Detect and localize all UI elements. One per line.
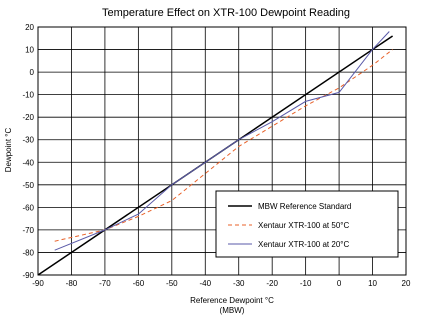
y-tick-label: 0 [30, 68, 35, 77]
y-tick-label: -90 [22, 271, 34, 280]
x-tick-label: -20 [266, 279, 278, 288]
x-tick-label: -80 [66, 279, 78, 288]
x-tick-labels: -90 -80 -70 -60 -50 -40 -30 -20 -10 0 10 20 [32, 279, 411, 288]
y-tick-label: -20 [22, 113, 34, 122]
x-axis-subtitle: (MBW) [220, 306, 245, 315]
y-tick-label: 20 [25, 23, 34, 32]
series-layer [37, 31, 394, 276]
legend-label-1: Xentaur XTR-100 at 50°C [258, 221, 349, 230]
x-tick-label: 10 [368, 279, 377, 288]
x-axis-title: Reference Dewpoint °C [190, 296, 274, 305]
y-tick-label: -40 [22, 158, 34, 167]
legend-label-0: MBW Reference Standard [258, 202, 351, 211]
x-tick-label: -90 [32, 279, 44, 288]
legend-label-2: Xentaur XTR-100 at 20°C [258, 240, 349, 249]
chart-title: Temperature Effect on XTR-100 Dewpoint R… [102, 7, 350, 19]
y-tick-labels: -90 -80 -70 -60 -50 -40 -30 -20 -10 0 10 20 [22, 23, 34, 280]
plot-frame [37, 26, 407, 276]
x-tick-label: -60 [133, 279, 145, 288]
series-line-2 [54, 31, 390, 251]
x-tick-label: -30 [233, 279, 245, 288]
y-tick-label: -70 [22, 226, 34, 235]
series-line-1 [54, 49, 393, 242]
y-tick-label: -80 [22, 248, 34, 257]
x-tick-label: -50 [166, 279, 178, 288]
legend-box [215, 190, 399, 258]
y-tick-label: -60 [22, 203, 34, 212]
x-tick-label: 20 [402, 279, 411, 288]
x-tick-label: -10 [300, 279, 312, 288]
y-tick-label: -50 [22, 181, 34, 190]
y-tick-label: -10 [22, 91, 34, 100]
y-tick-label: 10 [25, 46, 34, 55]
legend: MBW Reference Standard Xentaur XTR-100 at… [215, 190, 399, 258]
y-axis-title: Dewpoint °C [4, 128, 13, 173]
x-tick-label: -40 [199, 279, 211, 288]
y-tick-label: -30 [22, 136, 34, 145]
x-tick-label: 0 [337, 279, 342, 288]
x-tick-label: -70 [99, 279, 111, 288]
